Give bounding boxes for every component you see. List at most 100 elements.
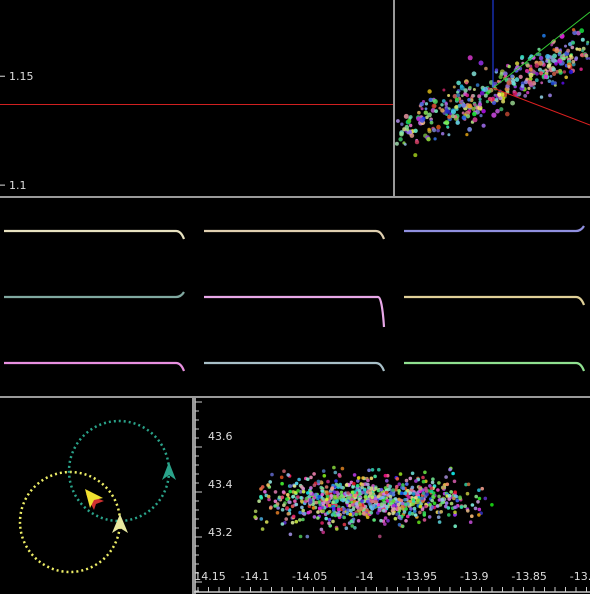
scatter-point	[477, 513, 481, 517]
scatter-point	[432, 501, 437, 506]
point-3d	[579, 53, 584, 57]
point-3d	[471, 106, 476, 111]
scatter-point	[332, 465, 336, 470]
scatter-point	[282, 503, 286, 507]
point-3d	[475, 83, 480, 87]
scatter-point	[391, 507, 396, 512]
point-3d	[455, 97, 459, 102]
yellow-orbit	[18, 470, 122, 574]
point-3d	[538, 67, 542, 72]
scatter-point	[369, 511, 374, 515]
scatter-point	[437, 481, 441, 485]
scatter-point	[336, 507, 341, 512]
scatter-point	[384, 490, 389, 495]
scatter-point	[364, 495, 368, 499]
scatter-point	[453, 490, 458, 494]
point-3d	[534, 78, 539, 83]
point-3d	[520, 84, 525, 88]
scatter-point	[366, 478, 370, 483]
scatter-point	[309, 475, 313, 480]
point-3d	[424, 107, 428, 111]
scatter-point	[453, 510, 457, 515]
point-3d	[447, 94, 451, 97]
point-3d	[465, 114, 471, 119]
scatter-point	[431, 494, 435, 499]
point-3d	[532, 86, 536, 90]
scatter-point	[356, 476, 361, 480]
small-multiples-panel[interactable]	[0, 198, 590, 396]
scatter-point	[336, 513, 341, 517]
small-curve-7	[4, 361, 186, 372]
scatter-point	[397, 482, 402, 486]
3d-scatter-panel[interactable]	[395, 0, 590, 196]
scatter-point	[449, 501, 454, 506]
scatter-point	[253, 515, 257, 519]
horizontal-divider-1[interactable]	[0, 196, 590, 198]
scatter-point	[342, 522, 347, 527]
point-3d	[441, 132, 445, 136]
point-3d	[456, 93, 461, 98]
point-3d	[544, 68, 548, 72]
scatter-point	[370, 468, 375, 472]
scatter-point	[418, 487, 422, 491]
time-series-panel[interactable]: 1.15 1.1	[0, 0, 393, 196]
vertical-divider-top[interactable]	[393, 0, 395, 196]
scatter-point	[417, 520, 421, 525]
scatter-point	[351, 485, 355, 489]
scatter-point	[317, 506, 322, 510]
x-tick-label: -14.1	[241, 570, 269, 583]
point-3d	[537, 60, 543, 66]
small-multiples-grid	[4, 225, 586, 372]
point-3d	[483, 93, 488, 98]
point-3d	[414, 139, 420, 145]
scatter-point	[342, 515, 346, 520]
scatter-point	[410, 485, 415, 490]
point-3d	[471, 71, 477, 77]
scatter-point	[393, 516, 398, 521]
orbit-panel[interactable]	[0, 398, 192, 594]
scatter-point	[324, 516, 328, 521]
scatter-point	[276, 506, 280, 510]
scatter-point	[286, 512, 291, 516]
scatter-point	[292, 484, 297, 488]
scatter-point	[367, 485, 371, 490]
scatter-point	[436, 515, 441, 519]
scatter-point	[405, 482, 409, 486]
scatter-point	[324, 485, 329, 489]
point-3d	[537, 47, 541, 51]
point-3d	[447, 133, 451, 137]
scatter-point	[430, 498, 434, 503]
scatter-point	[259, 494, 263, 499]
scatter-point	[391, 499, 396, 503]
x-tick-label: -14	[356, 570, 374, 583]
point-3d	[449, 99, 453, 103]
scatter-point	[358, 511, 362, 516]
scatter-point	[459, 505, 464, 509]
point-3d	[472, 88, 476, 91]
scatter-point	[365, 508, 369, 512]
point-3d	[467, 55, 473, 61]
scatter-point	[396, 502, 401, 507]
scatter-point	[385, 479, 389, 483]
scatter-point	[407, 495, 411, 499]
point-3d	[413, 128, 418, 133]
scatter-chart-panel[interactable]: 43.6 43.4 43.2 -14.15 -14.1 -14.05 -14 -13.95 -1…	[194, 398, 590, 594]
scatter-point	[355, 505, 359, 509]
point-3d	[528, 67, 533, 72]
point-3d	[495, 108, 500, 114]
scatter-point	[288, 532, 293, 537]
scatter-point	[360, 485, 364, 490]
scatter-point	[401, 486, 406, 491]
scatter-point	[361, 476, 365, 480]
scatter-point	[320, 492, 324, 497]
scatter-point	[436, 488, 440, 492]
horizontal-divider-2[interactable]	[0, 396, 590, 398]
point-3d	[436, 124, 441, 130]
vertical-divider-bottom[interactable]	[192, 398, 194, 594]
scatter-point	[257, 499, 261, 503]
point-3d	[586, 42, 589, 46]
point-3d	[452, 94, 458, 99]
scatter-point	[270, 472, 274, 477]
y-axis-green	[492, 11, 590, 89]
scatter-point	[391, 492, 396, 497]
